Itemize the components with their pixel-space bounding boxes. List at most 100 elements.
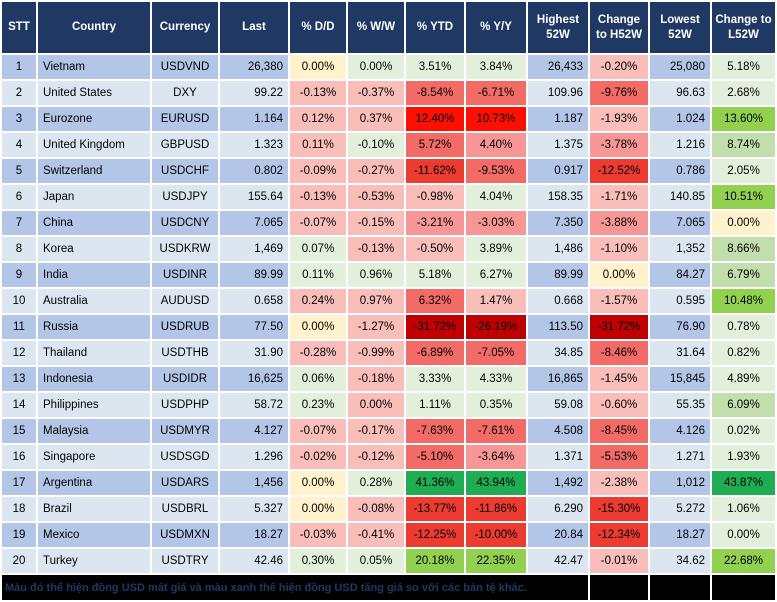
highest-52w-cell: 6.290 [528,497,588,521]
col-header-highest-52w: Highest 52W [528,2,588,53]
stt-cell: 16 [2,445,36,469]
pct-ww-cell: -0.17% [348,419,404,443]
currency-cell: USDTRY [152,549,218,573]
highest-52w-cell: 34.85 [528,341,588,365]
change-to-h52w-cell: -0.01% [590,549,648,573]
highest-52w-cell: 42.47 [528,549,588,573]
table-row: 1 Vietnam USDVND 26,380 0.00% 0.00% 3.51% 3.84%… [2,55,775,79]
pct-ytd-cell: -7.63% [406,419,464,443]
table-row: 16 Singapore USDSGD 1.296 -0.02% -0.12% -5.10%… [2,445,775,469]
pct-ww-cell: 0.96% [348,263,404,287]
currency-cell: USDRUB [152,315,218,339]
table-row: 17 Argentina USDARS 1,456 0.00% 0.28% 41.36% 43… [2,471,775,495]
table-row: 3 Eurozone EURUSD 1.164 0.12% 0.37% 12.40% 10.7… [2,107,775,131]
change-to-h52w-cell: -2.38% [590,471,648,495]
country-cell: Philippines [38,393,150,417]
pct-ww-cell: -0.10% [348,133,404,157]
col-header-pct-ytd: % YTD [406,2,464,53]
change-to-h52w-cell: -1.10% [590,237,648,261]
highest-52w-cell: 109.96 [528,81,588,105]
pct-ww-cell: -0.41% [348,523,404,547]
footer-blank-cell [712,575,775,600]
change-to-l52w-cell: 8.66% [712,237,775,261]
pct-yy-cell: 43.94% [466,471,526,495]
col-header-pct-dd: % D/D [290,2,346,53]
pct-yy-cell: -3.64% [466,445,526,469]
currency-cell: USDPHP [152,393,218,417]
pct-ytd-cell: -6.89% [406,341,464,365]
change-to-h52w-cell: -1.93% [590,107,648,131]
stt-cell: 2 [2,81,36,105]
lowest-52w-cell: 1.271 [650,445,710,469]
stt-cell: 7 [2,211,36,235]
stt-cell: 4 [2,133,36,157]
currency-cell: USDARS [152,471,218,495]
table-row: 8 Korea USDKRW 1,469 0.07% -0.13% -0.50% 3.89% 1… [2,237,775,261]
country-cell: Indonesia [38,367,150,391]
pct-yy-cell: -6.71% [466,81,526,105]
pct-dd-cell: 0.12% [290,107,346,131]
last-cell: 0.658 [220,289,288,313]
col-header-stt: STT [2,2,36,53]
table-row: 13 Indonesia USDIDR 16,625 0.06% -0.18% 3.33% 4… [2,367,775,391]
pct-dd-cell: 0.23% [290,393,346,417]
currency-cell: EURUSD [152,107,218,131]
highest-52w-cell: 1,486 [528,237,588,261]
highest-52w-cell: 1.187 [528,107,588,131]
change-to-h52w-cell: -1.45% [590,367,648,391]
change-to-h52w-cell: -12.52% [590,159,648,183]
pct-ww-cell: 0.28% [348,471,404,495]
pct-ytd-cell: -11.62% [406,159,464,183]
pct-dd-cell: 0.11% [290,133,346,157]
pct-ww-cell: -0.99% [348,341,404,365]
lowest-52w-cell: 25,080 [650,55,710,79]
change-to-l52w-cell: 22.68% [712,549,775,573]
pct-yy-cell: 1.47% [466,289,526,313]
highest-52w-cell: 0.668 [528,289,588,313]
stt-cell: 3 [2,107,36,131]
lowest-52w-cell: 0.595 [650,289,710,313]
currency-cell: USDTHB [152,341,218,365]
pct-ww-cell: 0.37% [348,107,404,131]
change-to-h52w-cell: -15.30% [590,497,648,521]
currency-cell: USDIDR [152,367,218,391]
stt-cell: 10 [2,289,36,313]
col-header-last: Last [220,2,288,53]
table-row: 11 Russia USDRUB 77.50 0.00% -1.27% -31.72% -26… [2,315,775,339]
pct-ww-cell: -1.27% [348,315,404,339]
currency-cell: USDINR [152,263,218,287]
currency-cell: USDMXN [152,523,218,547]
pct-yy-cell: 6.27% [466,263,526,287]
lowest-52w-cell: 15,845 [650,367,710,391]
pct-ytd-cell: -31.72% [406,315,464,339]
highest-52w-cell: 1.371 [528,445,588,469]
pct-yy-cell: -9.53% [466,159,526,183]
stt-cell: 20 [2,549,36,573]
table-row: 7 China USDCNY 7.065 -0.07% -0.15% -3.21% -3.03… [2,211,775,235]
highest-52w-cell: 7.350 [528,211,588,235]
pct-dd-cell: -0.28% [290,341,346,365]
change-to-h52w-cell: -1.57% [590,289,648,313]
table-row: 5 Switzerland USDCHF 0.802 -0.09% -0.27% -11.6… [2,159,775,183]
last-cell: 4.127 [220,419,288,443]
country-cell: Switzerland [38,159,150,183]
pct-yy-cell: 3.89% [466,237,526,261]
pct-dd-cell: -0.13% [290,185,346,209]
change-to-l52w-cell: 0.82% [712,341,775,365]
change-to-h52w-cell: -0.60% [590,393,648,417]
pct-ytd-cell: 41.36% [406,471,464,495]
pct-dd-cell: 0.00% [290,471,346,495]
pct-yy-cell: 22.35% [466,549,526,573]
country-cell: Vietnam [38,55,150,79]
lowest-52w-cell: 84.27 [650,263,710,287]
last-cell: 1.164 [220,107,288,131]
pct-ytd-cell: -12.25% [406,523,464,547]
pct-ww-cell: 0.97% [348,289,404,313]
pct-yy-cell: 4.04% [466,185,526,209]
stt-cell: 19 [2,523,36,547]
table-body: 1 Vietnam USDVND 26,380 0.00% 0.00% 3.51% 3.84%… [2,55,775,573]
footer-row: Màu đỏ thể hiện đồng USD mất giá và màu … [2,575,775,600]
last-cell: 1,469 [220,237,288,261]
col-header-currency: Currency [152,2,218,53]
